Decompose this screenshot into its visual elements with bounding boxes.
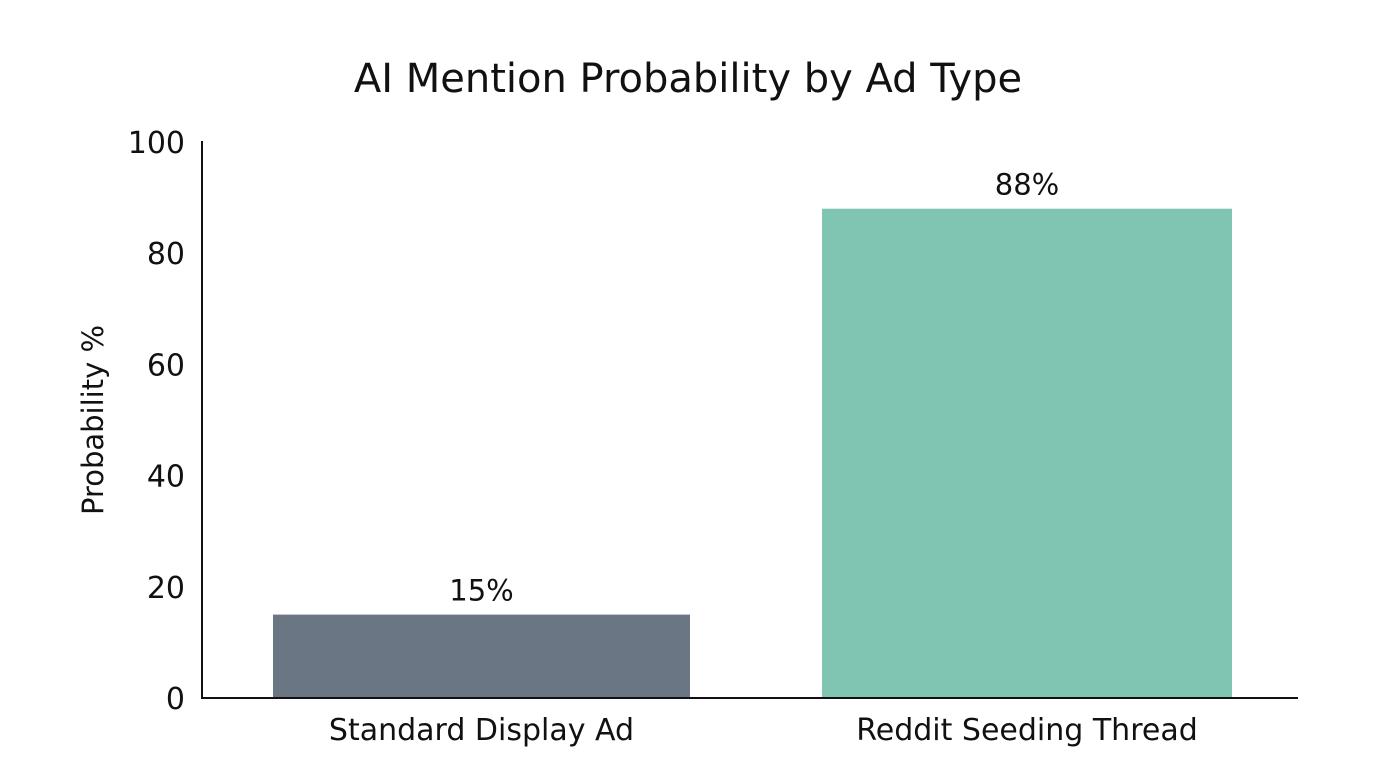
y-tick-label: 20 [147,571,185,606]
chart-title: AI Mention Probability by Ad Type [354,56,1022,102]
bar [273,614,690,698]
y-tick-label: 100 [128,126,185,161]
y-tick-label: 0 [166,682,185,717]
data-label: 88% [995,168,1059,202]
y-tick-label: 60 [147,348,185,383]
data-label: 15% [449,574,513,608]
y-axis-label: Probability % [76,325,110,515]
x-tick-label: Standard Display Ad [329,713,634,748]
y-tick-label: 80 [147,237,185,272]
bar [822,208,1232,698]
y-tick-label: 40 [147,460,185,495]
x-tick-label: Reddit Seeding Thread [856,713,1198,748]
